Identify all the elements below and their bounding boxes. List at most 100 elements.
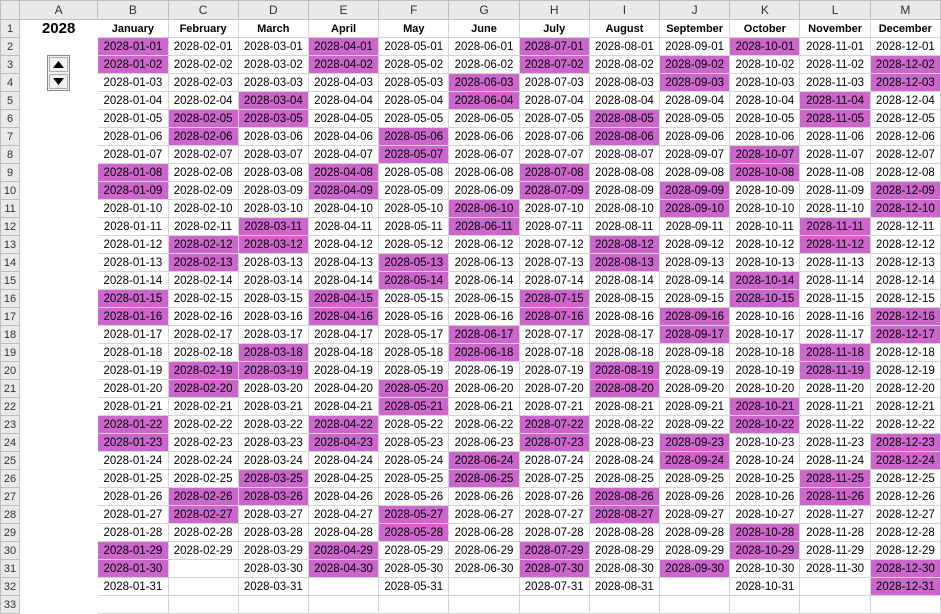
date-cell[interactable]: 2028-08-31 <box>588 577 661 596</box>
date-cell[interactable]: 2028-11-26 <box>799 487 871 506</box>
date-cell[interactable]: 2028-03-13 <box>237 253 309 272</box>
date-cell[interactable]: 2028-07-06 <box>518 127 590 146</box>
date-cell[interactable]: 2028-07-20 <box>518 379 590 398</box>
date-cell[interactable]: 2028-01-21 <box>97 397 169 416</box>
column-header-g[interactable]: G <box>448 0 520 20</box>
date-cell[interactable]: 2028-01-08 <box>97 163 169 182</box>
date-cell[interactable]: 2028-05-03 <box>378 73 450 92</box>
date-cell[interactable]: 2028-02-12 <box>167 235 239 254</box>
date-cell[interactable]: 2028-10-27 <box>729 505 801 524</box>
date-cell[interactable]: 2028-01-15 <box>97 289 169 308</box>
date-cell[interactable]: 2028-06-09 <box>448 181 520 200</box>
column-header-d[interactable]: D <box>237 0 309 20</box>
date-cell[interactable]: 2028-05-27 <box>378 505 450 524</box>
date-cell[interactable]: 2028-11-09 <box>799 181 871 200</box>
month-header-cell[interactable]: August <box>588 19 661 38</box>
date-cell[interactable]: 2028-12-17 <box>869 325 941 344</box>
date-cell[interactable]: 2028-03-01 <box>237 37 309 56</box>
row-header[interactable]: 9 <box>0 163 21 182</box>
date-cell[interactable]: 2028-03-20 <box>237 379 309 398</box>
date-cell[interactable]: 2028-10-15 <box>729 289 801 308</box>
date-cell[interactable]: 2028-05-29 <box>378 541 450 560</box>
date-cell[interactable]: 2028-03-14 <box>237 271 309 290</box>
date-cell[interactable]: 2028-11-10 <box>799 199 871 218</box>
date-cell[interactable]: 2028-02-29 <box>167 541 239 560</box>
date-cell[interactable]: 2028-09-25 <box>659 469 731 488</box>
date-cell[interactable]: 2028-09-12 <box>659 235 731 254</box>
date-cell[interactable]: 2028-10-13 <box>729 253 801 272</box>
date-cell[interactable]: 2028-06-23 <box>448 433 520 452</box>
row-header[interactable]: 30 <box>0 541 21 560</box>
date-cell[interactable]: 2028-06-29 <box>448 541 520 560</box>
date-cell[interactable]: 2028-03-02 <box>237 55 309 74</box>
date-cell[interactable]: 2028-04-09 <box>307 181 380 200</box>
date-cell[interactable]: 2028-05-28 <box>378 523 450 542</box>
date-cell[interactable]: 2028-12-02 <box>869 55 941 74</box>
date-cell[interactable]: 2028-01-20 <box>97 379 169 398</box>
date-cell[interactable]: 2028-07-26 <box>518 487 590 506</box>
date-cell[interactable]: 2028-09-29 <box>659 541 731 560</box>
date-cell[interactable]: 2028-09-04 <box>659 91 731 110</box>
cell[interactable] <box>19 487 99 506</box>
cell[interactable] <box>869 595 941 614</box>
cell[interactable] <box>19 595 99 614</box>
month-header-cell[interactable]: June <box>448 19 520 38</box>
date-cell[interactable]: 2028-05-21 <box>378 397 450 416</box>
cell[interactable] <box>19 577 99 596</box>
date-cell[interactable]: 2028-04-22 <box>307 415 380 434</box>
row-header[interactable]: 1 <box>0 19 21 38</box>
date-cell[interactable]: 2028-09-16 <box>659 307 731 326</box>
date-cell[interactable]: 2028-05-23 <box>378 433 450 452</box>
date-cell[interactable]: 2028-08-17 <box>588 325 661 344</box>
date-cell[interactable]: 2028-10-21 <box>729 397 801 416</box>
date-cell[interactable]: 2028-11-24 <box>799 451 871 470</box>
cell[interactable] <box>19 127 99 146</box>
date-cell[interactable]: 2028-08-16 <box>588 307 661 326</box>
column-header-k[interactable]: K <box>729 0 801 20</box>
date-cell[interactable]: 2028-05-22 <box>378 415 450 434</box>
date-cell[interactable]: 2028-07-01 <box>518 37 590 56</box>
date-cell[interactable]: 2028-11-15 <box>799 289 871 308</box>
date-cell[interactable]: 2028-08-04 <box>588 91 661 110</box>
date-cell[interactable]: 2028-07-09 <box>518 181 590 200</box>
date-cell[interactable]: 2028-04-13 <box>307 253 380 272</box>
date-cell[interactable]: 2028-03-31 <box>237 577 309 596</box>
date-cell[interactable]: 2028-12-26 <box>869 487 941 506</box>
date-cell[interactable]: 2028-11-11 <box>799 217 871 236</box>
date-cell[interactable]: 2028-01-25 <box>97 469 169 488</box>
date-cell[interactable]: 2028-02-24 <box>167 451 239 470</box>
date-cell[interactable]: 2028-08-11 <box>588 217 661 236</box>
date-cell[interactable]: 2028-06-24 <box>448 451 520 470</box>
cell[interactable] <box>19 271 99 290</box>
date-cell[interactable]: 2028-02-01 <box>167 37 239 56</box>
cell[interactable] <box>167 595 239 614</box>
row-header[interactable]: 7 <box>0 127 21 146</box>
date-cell[interactable]: 2028-09-06 <box>659 127 731 146</box>
date-cell[interactable]: 2028-07-05 <box>518 109 590 128</box>
date-cell[interactable]: 2028-04-25 <box>307 469 380 488</box>
date-cell[interactable]: 2028-06-07 <box>448 145 520 164</box>
date-cell[interactable]: 2028-01-26 <box>97 487 169 506</box>
date-cell[interactable]: 2028-10-17 <box>729 325 801 344</box>
date-cell[interactable]: 2028-07-19 <box>518 361 590 380</box>
date-cell[interactable]: 2028-04-19 <box>307 361 380 380</box>
date-cell[interactable]: 2028-06-26 <box>448 487 520 506</box>
column-header-h[interactable]: H <box>518 0 590 20</box>
date-cell[interactable]: 2028-06-04 <box>448 91 520 110</box>
date-cell[interactable]: 2028-04-20 <box>307 379 380 398</box>
cell[interactable] <box>378 595 450 614</box>
date-cell[interactable]: 2028-09-20 <box>659 379 731 398</box>
date-cell[interactable]: 2028-02-06 <box>167 127 239 146</box>
date-cell[interactable]: 2028-06-03 <box>448 73 520 92</box>
date-cell[interactable]: 2028-07-25 <box>518 469 590 488</box>
date-cell[interactable]: 2028-02-10 <box>167 199 239 218</box>
row-header[interactable]: 25 <box>0 451 21 470</box>
date-cell[interactable]: 2028-08-24 <box>588 451 661 470</box>
date-cell[interactable]: 2028-07-02 <box>518 55 590 74</box>
cell[interactable] <box>799 577 871 596</box>
date-cell[interactable]: 2028-12-31 <box>869 577 941 596</box>
row-header[interactable]: 12 <box>0 217 21 236</box>
date-cell[interactable]: 2028-02-16 <box>167 307 239 326</box>
date-cell[interactable]: 2028-09-01 <box>659 37 731 56</box>
date-cell[interactable]: 2028-12-27 <box>869 505 941 524</box>
